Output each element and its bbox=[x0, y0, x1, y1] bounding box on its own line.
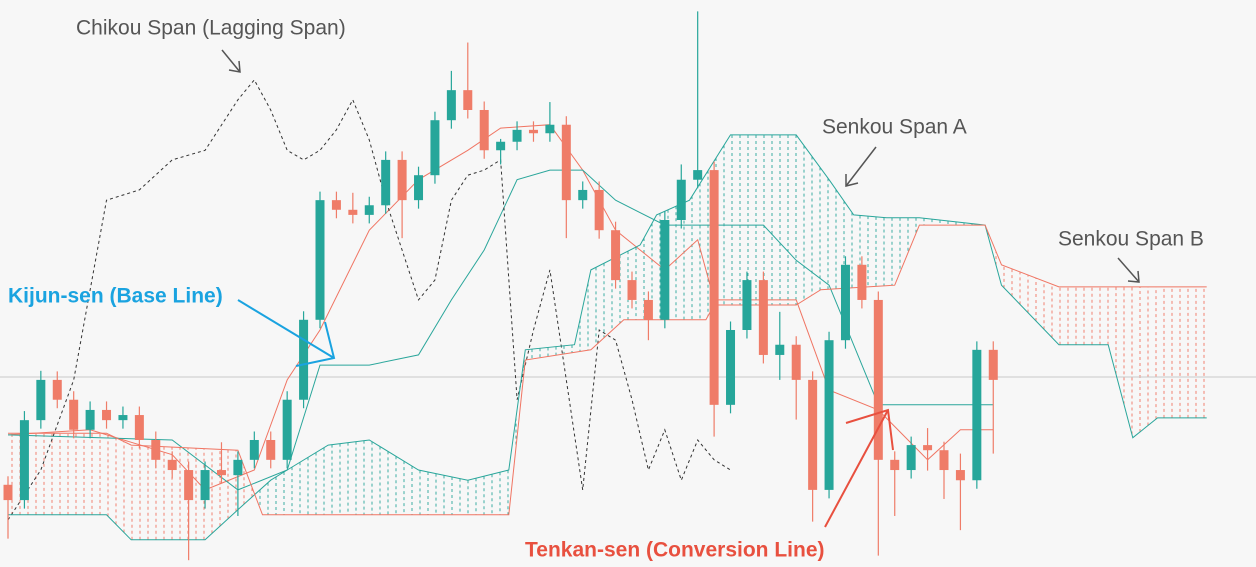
candle-body bbox=[528, 129, 538, 134]
candles bbox=[3, 11, 998, 561]
candle-body bbox=[857, 264, 867, 300]
candle-body bbox=[331, 200, 341, 210]
candle-body bbox=[512, 129, 522, 142]
candle-body bbox=[282, 399, 292, 460]
candle-body bbox=[627, 280, 637, 300]
annotation-label: Senkou Span B bbox=[1058, 228, 1204, 251]
candle-body bbox=[660, 219, 670, 320]
candle-body bbox=[676, 179, 686, 220]
candle-body bbox=[36, 379, 46, 421]
candle-body bbox=[200, 470, 210, 501]
senkou-a-arrow bbox=[845, 146, 877, 187]
candle-body bbox=[216, 470, 226, 476]
annotation-label: Tenkan-sen (Conversion Line) bbox=[525, 539, 825, 562]
candle-body bbox=[134, 415, 144, 440]
candle-body bbox=[85, 409, 95, 430]
candle-body bbox=[364, 205, 374, 215]
candle-body bbox=[890, 459, 900, 471]
candle-body bbox=[118, 415, 128, 421]
candle-body bbox=[184, 470, 194, 501]
candle-body bbox=[726, 329, 736, 405]
candle-body bbox=[611, 230, 621, 281]
candle-body bbox=[381, 159, 391, 206]
kijun-arrow bbox=[237, 299, 336, 367]
candle-body bbox=[299, 319, 309, 400]
candle-body bbox=[709, 170, 719, 405]
candle-body bbox=[3, 484, 13, 501]
candle-body bbox=[348, 209, 358, 215]
candle-body bbox=[479, 109, 489, 151]
candle-body bbox=[791, 344, 801, 380]
candle-body bbox=[972, 349, 982, 481]
candle-body bbox=[906, 445, 916, 471]
candle-body bbox=[446, 90, 456, 121]
candle-body bbox=[693, 170, 703, 180]
candle-body bbox=[939, 450, 949, 471]
candle-body bbox=[808, 379, 818, 490]
candle-body bbox=[594, 189, 604, 231]
chikou-arrow bbox=[221, 49, 241, 73]
candle-body bbox=[578, 189, 588, 201]
candle-body bbox=[955, 470, 965, 481]
candle-body bbox=[758, 280, 768, 355]
candle-body bbox=[102, 409, 112, 421]
candle-body bbox=[266, 439, 276, 460]
candle-body bbox=[167, 459, 177, 471]
candle-body bbox=[414, 175, 424, 201]
candle-body bbox=[545, 124, 555, 134]
candle-body bbox=[840, 264, 850, 341]
annotation-label: Kijun-sen (Base Line) bbox=[8, 285, 223, 308]
indicator-line bbox=[8, 134, 1207, 541]
candle-body bbox=[561, 124, 571, 201]
candle-body bbox=[397, 159, 407, 201]
candle-body bbox=[923, 445, 933, 451]
candle-body bbox=[463, 90, 473, 110]
candle-body bbox=[775, 344, 785, 355]
candle-body bbox=[69, 399, 79, 430]
candle-body bbox=[19, 420, 29, 501]
candle-body bbox=[643, 299, 653, 320]
candle-body bbox=[233, 459, 243, 476]
candle-body bbox=[824, 340, 834, 490]
candle-body bbox=[988, 349, 998, 380]
annotations: Tenkan-sen (Conversion Line) Kijun-sen (B… bbox=[8, 17, 1204, 562]
annotation-label: Chikou Span (Lagging Span) bbox=[76, 17, 346, 40]
indicator-line bbox=[8, 224, 1207, 516]
annotation-label: Senkou Span A bbox=[822, 116, 967, 139]
candle-body bbox=[52, 379, 62, 400]
candle-body bbox=[315, 200, 325, 320]
tenkan-arrow bbox=[824, 408, 894, 528]
candle-body bbox=[430, 120, 440, 176]
candle-body bbox=[249, 439, 259, 460]
candle-body bbox=[151, 439, 161, 460]
indicator-line bbox=[7, 79, 731, 521]
candle-body bbox=[873, 299, 883, 460]
cloud bbox=[11, 134, 1205, 540]
candle-body bbox=[742, 280, 752, 330]
senkou-b-arrow bbox=[1117, 257, 1140, 283]
candle-body bbox=[496, 141, 506, 151]
